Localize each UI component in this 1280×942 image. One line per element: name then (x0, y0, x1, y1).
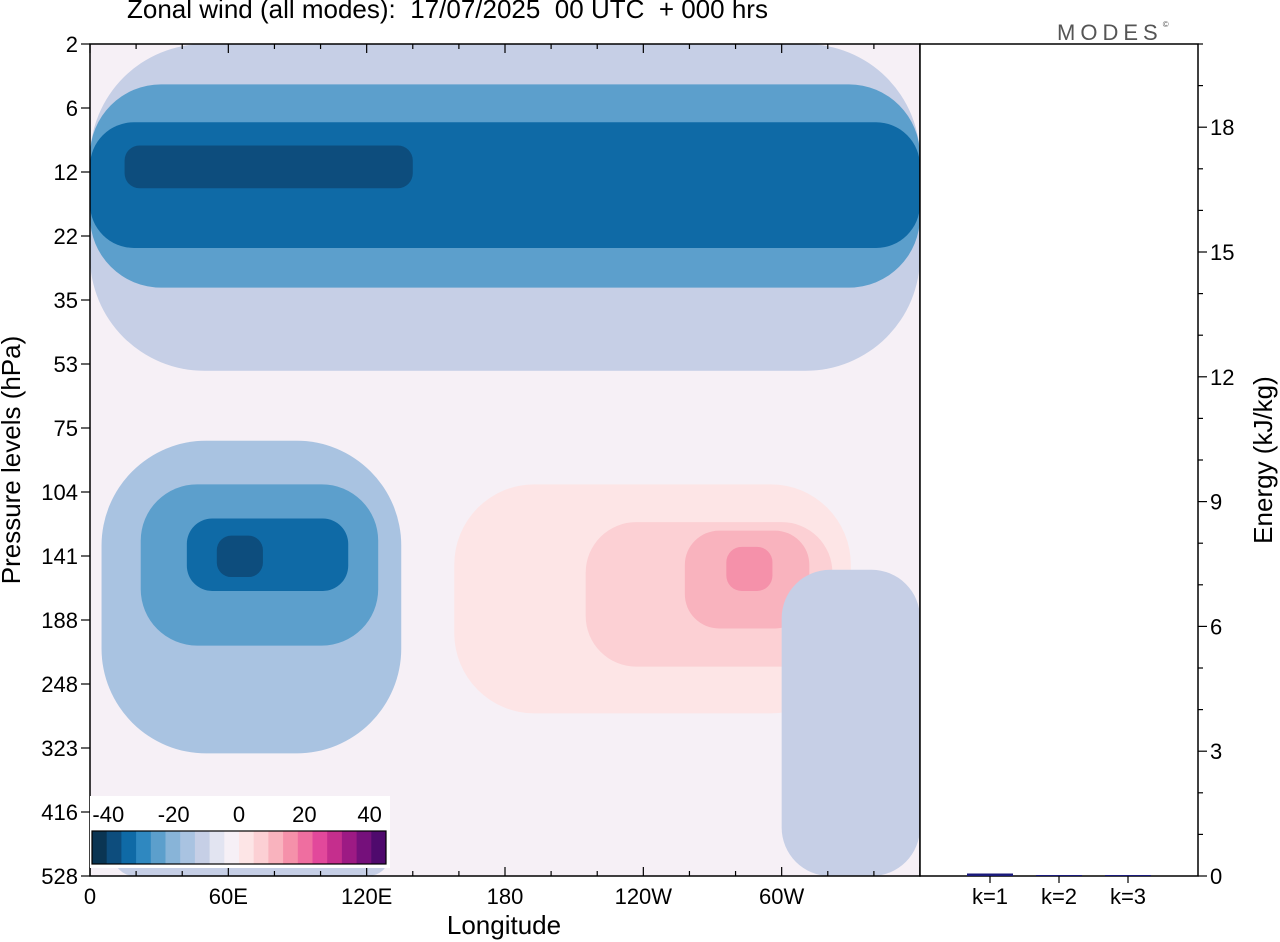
energy-tick-label: 3 (1210, 739, 1222, 764)
logo-text: MODES (1057, 20, 1163, 45)
y-tick-label: 248 (41, 672, 78, 697)
energy-tick-label: 18 (1210, 115, 1234, 140)
colorbar-swatch (136, 831, 152, 864)
colorbar-swatch (209, 831, 225, 864)
contour-region (90, 370, 920, 441)
colorbar-swatch (341, 831, 358, 864)
contour-region (216, 535, 263, 578)
colorbar-swatch (150, 831, 166, 864)
colorbar-swatch (283, 831, 299, 864)
contour-region (186, 518, 349, 591)
y-tick-label: 6 (66, 96, 78, 121)
colorbar-swatch (356, 831, 372, 864)
colorbar-swatch (253, 831, 269, 864)
contour-regions (90, 44, 920, 876)
y-tick-label: 75 (54, 416, 78, 441)
energy-tick-label: 12 (1210, 365, 1234, 390)
colorbar-label: 0 (233, 802, 245, 827)
contour-region (781, 569, 920, 876)
energy-tick-label: 9 (1210, 490, 1222, 515)
x-tick-label: 60W (759, 884, 804, 909)
y-tick-label: 104 (41, 480, 78, 505)
colorbar-swatch (106, 831, 122, 864)
energy-bar (967, 873, 1013, 876)
y-tick-label: 416 (41, 800, 78, 825)
energy-axis: 0 3 6 9 12 15 18 (1198, 43, 1234, 889)
bar-category-label: k=3 (1110, 884, 1146, 909)
colorbar-frame (91, 830, 387, 865)
colorbar-swatch (165, 831, 181, 864)
y-tick-label: 2 (66, 32, 78, 57)
bar-category-label: k=1 (972, 884, 1008, 909)
heatmap-plot: 0 60E 120E 180 120W 60W 2 6 12 22 35 53 75 104 141 188… (0, 32, 921, 940)
x-tick-label: 0 (84, 884, 96, 909)
y-tick-label: 323 (41, 736, 78, 761)
bar-category-label: k=2 (1041, 884, 1077, 909)
colorbar: -40 -20 0 20 40 (90, 796, 390, 868)
x-tick-label: 120E (341, 884, 392, 909)
contour-region (726, 546, 773, 591)
contour-region (124, 145, 413, 189)
x-tick-label: 60E (209, 884, 248, 909)
colorbar-swatch (121, 831, 137, 864)
colorbar-swatch (297, 831, 313, 864)
colorbar-swatch (268, 831, 284, 864)
y-tick-label: 53 (54, 352, 78, 377)
colorbar-swatch (312, 831, 328, 864)
y-tick-label: 141 (41, 544, 78, 569)
y-tick-label: 22 (54, 224, 78, 249)
modes-logo: MODES© (1057, 20, 1169, 46)
energy-tick-label: 6 (1210, 614, 1222, 639)
colorbar-swatch (92, 831, 108, 864)
y-tick-label: 528 (41, 864, 78, 889)
y-tick-label: 35 (54, 288, 78, 313)
y-axis: 2 6 12 22 35 53 75 104 141 188 248 323 416 528 (41, 32, 90, 889)
colorbar-label: -20 (158, 802, 190, 827)
logo-mark: © (1162, 20, 1169, 29)
energy-bar-chart: k=1 k=2 k=3 0 3 6 9 12 15 18 Energy (kJ/kg) (919, 43, 1278, 909)
chart-title: Zonal wind (all modes): 17/07/2025 00 UT… (127, 0, 768, 24)
x-axis-label: Longitude (447, 910, 561, 940)
energy-tick-label: 0 (1210, 864, 1222, 889)
energy-axis-label: Energy (kJ/kg) (1248, 376, 1278, 544)
colorbar-label: -40 (92, 802, 124, 827)
x-tick-label: 120W (615, 884, 673, 909)
colorbar-label: 40 (357, 802, 381, 827)
colorbar-swatch (194, 831, 211, 864)
colorbar-swatch (180, 831, 196, 864)
energy-tick-label: 15 (1210, 240, 1234, 265)
colorbar-swatch (239, 831, 255, 864)
energy-bar (1036, 875, 1082, 876)
bar-plot-frame (919, 43, 1199, 877)
colorbar-swatch (371, 831, 387, 864)
colorbar-swatch (327, 831, 343, 864)
colorbar-swatch (224, 831, 240, 864)
y-axis-label: Pressure levels (hPa) (0, 336, 26, 585)
colorbar-label: 20 (292, 802, 316, 827)
x-tick-label: 180 (487, 884, 524, 909)
y-tick-label: 188 (41, 608, 78, 633)
energy-bar (1105, 875, 1151, 876)
x-axis: 0 60E 120E 180 120W 60W (84, 44, 921, 909)
bars: k=1 k=2 k=3 (967, 873, 1151, 909)
y-tick-label: 12 (54, 160, 78, 185)
